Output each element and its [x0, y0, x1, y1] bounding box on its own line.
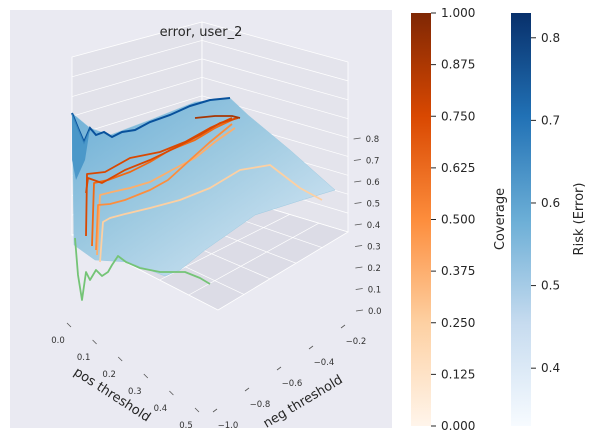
risk-tick-label: 0.5: [541, 279, 560, 293]
z-tick-label: 0.0: [368, 307, 382, 317]
coverage-contour-line: [96, 127, 236, 256]
y-tick-mark: [308, 345, 314, 350]
y-tick-mark: [244, 387, 250, 392]
x-tick-mark: [117, 356, 123, 362]
floor-grid-line: [188, 222, 319, 296]
z-tick-label: 0.6: [366, 178, 380, 188]
wall-grid-line: [201, 40, 349, 82]
y-tick-label: −1.0: [218, 421, 239, 431]
y-tick-mark: [276, 366, 282, 371]
z-tick-mark: [355, 288, 363, 290]
x-tick-mark: [143, 373, 149, 379]
z-tick-mark: [353, 137, 361, 140]
coverage-contour-line: [85, 117, 239, 194]
risk-tick-label: 0.8: [541, 31, 560, 45]
y-tick-label: −0.8: [250, 400, 271, 410]
z-tick-label: 0.1: [368, 286, 382, 296]
coverage-contour-line: [99, 164, 323, 263]
coverage-tick-label: 0.125: [441, 367, 475, 381]
x-tick-label: 0.5: [179, 421, 193, 431]
coverage-colorbar: [411, 13, 431, 426]
y-tick-label: −0.6: [282, 379, 303, 389]
z-tick-label: 0.5: [367, 200, 381, 210]
y-tick-mark: [340, 324, 346, 329]
x-tick-label: 0.3: [128, 387, 142, 397]
coverage-contour-line: [85, 117, 233, 237]
coverage-tick-label: 0.375: [441, 264, 475, 278]
risk-surface: [71, 97, 336, 277]
wall-grid-line: [201, 76, 349, 120]
z-tick-mark: [354, 202, 362, 204]
y-tick-mark: [212, 408, 218, 413]
wall-grid-line: [71, 40, 203, 78]
x-tick-mark: [66, 322, 72, 328]
coverage-tick-label: 0.625: [441, 161, 475, 175]
coverage-contour-line: [95, 123, 233, 251]
x-axis-ticks: 0.0 0.1 0.2 0.3 0.4 0.5: [51, 322, 200, 431]
risk-colorbar-ticks: 0.4 0.5 0.6 0.7 0.8: [531, 31, 560, 375]
coverage-contour-line: [194, 115, 241, 119]
wall-grid-line: [71, 76, 203, 117]
z-tick-mark: [354, 223, 362, 226]
coverage-colorbar-label: Coverage: [493, 188, 508, 250]
z-tick-mark: [355, 266, 363, 269]
coverage-tick-label: 0.250: [441, 316, 475, 330]
z-tick-mark: [353, 159, 361, 161]
x-tick-mark: [194, 407, 200, 413]
z-tick-label: 0.4: [367, 221, 381, 231]
x-tick-label: 0.2: [102, 370, 116, 380]
z-tick-mark: [355, 309, 364, 312]
y-axis-ticks: −1.0 −0.8 −0.6 −0.4 −0.2: [212, 324, 367, 431]
coverage-tick-label: 0.500: [441, 213, 475, 227]
risk-tick-label: 0.7: [541, 113, 560, 127]
y-tick-label: −0.4: [314, 358, 335, 368]
wall-grid-line: [201, 58, 349, 101]
coverage-tick-label: 0.750: [441, 109, 475, 123]
risk-colorbar-label: Risk (Error): [572, 183, 587, 256]
z-tick-label: 0.7: [366, 157, 380, 167]
coverage-contour-line: [74, 237, 211, 301]
coverage-tick-label: 1.000: [441, 6, 475, 20]
surface-peak: [72, 113, 90, 180]
z-axis-ticks: 0.0 0.1 0.2 0.3 0.4 0.5 0.6 0.7 0.8: [353, 135, 382, 317]
x-tick-label: 0.4: [154, 404, 168, 414]
coverage-tick-label: 0.875: [441, 58, 475, 72]
z-tick-mark: [354, 180, 362, 183]
chart-title: error, user_2: [160, 25, 243, 40]
risk-tick-label: 0.6: [541, 196, 560, 210]
risk-colorbar: [511, 13, 531, 426]
z-tick-label: 0.2: [367, 264, 381, 274]
risk-tick-label: 0.4: [541, 361, 560, 375]
wall-grid-line: [71, 58, 203, 97]
x-tick-label: 0.1: [77, 353, 91, 363]
z-tick-label: 0.8: [366, 135, 380, 145]
x-tick-mark: [92, 339, 97, 345]
z-tick-label: 0.3: [367, 243, 381, 253]
y-tick-label: −0.2: [346, 337, 367, 347]
x-tick-mark: [169, 390, 174, 396]
coverage-contours: [74, 115, 323, 301]
z-tick-mark: [355, 245, 363, 247]
coverage-tick-label: 0.000: [441, 419, 475, 433]
x-tick-label: 0.0: [51, 336, 65, 346]
coverage-colorbar-ticks: 0.000 0.125 0.250 0.375 0.500 0.625 0.750 0.875…: [431, 6, 475, 433]
